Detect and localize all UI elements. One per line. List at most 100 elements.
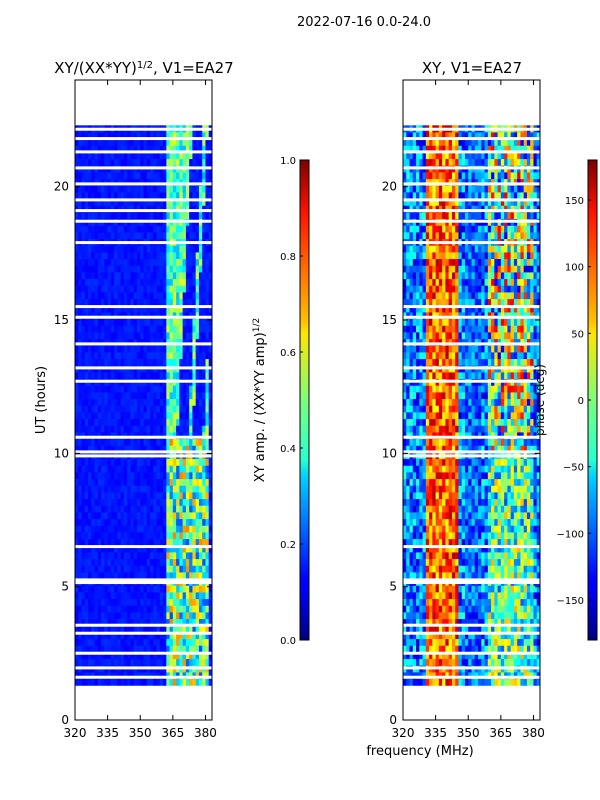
left-heatmap-cell bbox=[208, 392, 213, 400]
left-heatmap-cell bbox=[156, 392, 161, 400]
right-heatmap-cell bbox=[526, 512, 531, 520]
left-heatmap-cell bbox=[78, 338, 82, 346]
left-heatmap-cell bbox=[110, 358, 115, 366]
left-heatmap-cell bbox=[150, 625, 154, 633]
left-heatmap-cell bbox=[179, 652, 184, 660]
left-heatmap-cell bbox=[75, 298, 79, 306]
right-heatmap-cell bbox=[438, 592, 443, 600]
left-heatmap-cell bbox=[189, 552, 193, 560]
left-heatmap-cell bbox=[104, 592, 109, 600]
left-heatmap-cell bbox=[75, 252, 79, 260]
left-heatmap-cell bbox=[136, 265, 141, 273]
left-heatmap-cell bbox=[127, 672, 131, 680]
left-flag-gap bbox=[75, 454, 212, 458]
left-heatmap-cell bbox=[110, 652, 115, 660]
right-heatmap-cell bbox=[419, 672, 423, 680]
right-heatmap-cell bbox=[432, 658, 437, 666]
right-heatmap-cell bbox=[504, 572, 508, 580]
left-heatmap-cell bbox=[123, 438, 128, 446]
left-heatmap-cell bbox=[97, 278, 102, 286]
left-heatmap-cell bbox=[195, 498, 200, 506]
left-heatmap-cell bbox=[202, 545, 206, 553]
right-heatmap-cell bbox=[523, 638, 528, 646]
right-heatmap-cell bbox=[422, 518, 427, 526]
right-heatmap-cell bbox=[422, 598, 427, 606]
left-heatmap-cell bbox=[179, 205, 184, 213]
right-heatmap-cell bbox=[422, 492, 427, 500]
left-heatmap-cell bbox=[133, 585, 138, 593]
right-heatmap-cell bbox=[536, 512, 541, 520]
right-heatmap-cell bbox=[438, 658, 443, 666]
left-heatmap-cell bbox=[81, 465, 86, 473]
left-heatmap-cell bbox=[146, 152, 151, 160]
left-heatmap-cell bbox=[166, 638, 170, 646]
left-heatmap-cell bbox=[163, 145, 167, 153]
left-heatmap-cell bbox=[123, 558, 128, 566]
left-heatmap-cell bbox=[117, 565, 122, 573]
right-heatmap-cell bbox=[455, 465, 459, 473]
left-heatmap-cell bbox=[182, 212, 187, 220]
left-heatmap-cell bbox=[166, 258, 170, 266]
left-heatmap-cell bbox=[110, 138, 115, 146]
right-heatmap-cell bbox=[504, 632, 508, 640]
left-heatmap-cell bbox=[104, 332, 109, 340]
right-heatmap-cell bbox=[432, 465, 437, 473]
left-heatmap-cell bbox=[198, 418, 203, 426]
right-heatmap-cell bbox=[513, 658, 518, 666]
right-heatmap-cell bbox=[432, 552, 437, 560]
right-heatmap-cell bbox=[517, 592, 521, 600]
right-heatmap-cell bbox=[406, 465, 410, 473]
left-heatmap-cell bbox=[205, 412, 210, 420]
right-heatmap-cell bbox=[435, 625, 440, 633]
right-heatmap-cell bbox=[491, 538, 495, 546]
left-heatmap-cell bbox=[182, 505, 187, 513]
left-heatmap-cell bbox=[195, 152, 200, 160]
left-heatmap-cell bbox=[192, 518, 197, 526]
left-heatmap-cell bbox=[182, 298, 187, 306]
right-heatmap-cell bbox=[513, 485, 518, 493]
right-heatmap-cell bbox=[448, 545, 453, 553]
left-heatmap-cell bbox=[172, 385, 177, 393]
left-heatmap-cell bbox=[114, 385, 118, 393]
right-heatmap-cell bbox=[520, 678, 525, 686]
left-heatmap-cell bbox=[176, 352, 180, 360]
left-heatmap-cell bbox=[159, 178, 164, 186]
left-heatmap-cell bbox=[172, 645, 177, 653]
left-heatmap-cell bbox=[163, 232, 167, 240]
left-heatmap-cell bbox=[104, 358, 109, 366]
left-heatmap-cell bbox=[110, 645, 115, 653]
left-heatmap-cell bbox=[127, 265, 131, 273]
left-heatmap-cell bbox=[81, 158, 86, 166]
right-heatmap-cell bbox=[425, 478, 430, 486]
left-heatmap-cell bbox=[101, 412, 105, 420]
left-heatmap-cell bbox=[198, 178, 203, 186]
right-heatmap-cell bbox=[471, 585, 476, 593]
left-heatmap-cell bbox=[195, 492, 200, 500]
right-heatmap-cell bbox=[536, 625, 541, 633]
left-heatmap-cell bbox=[123, 632, 128, 640]
left-heatmap-cell bbox=[169, 205, 174, 213]
left-heatmap-cell bbox=[88, 538, 92, 546]
left-heatmap-cell bbox=[166, 412, 170, 420]
right-heatmap-cell bbox=[520, 538, 525, 546]
right-heatmap-cell bbox=[507, 492, 512, 500]
right-heatmap-cell bbox=[500, 485, 505, 493]
left-heatmap-cell bbox=[117, 272, 122, 280]
left-heatmap-cell bbox=[101, 198, 105, 206]
left-heatmap-cell bbox=[166, 398, 170, 406]
right-heatmap-cell bbox=[507, 552, 512, 560]
left-heatmap-cell bbox=[146, 245, 151, 253]
left-heatmap-cell bbox=[94, 405, 99, 413]
left-heatmap-cell bbox=[185, 565, 190, 573]
right-heatmap-cell bbox=[533, 538, 538, 546]
right-heatmap-cell bbox=[536, 478, 541, 486]
left-heatmap-cell bbox=[94, 505, 99, 513]
right-heatmap-cell bbox=[481, 592, 485, 600]
left-heatmap-cell bbox=[153, 605, 157, 613]
left-heatmap-cell bbox=[84, 445, 89, 453]
left-heatmap-cell bbox=[198, 605, 203, 613]
right-heatmap-cell bbox=[468, 672, 472, 680]
left-heatmap-cell bbox=[107, 245, 112, 253]
left-heatmap-cell bbox=[146, 278, 151, 286]
right-heatmap-cell bbox=[510, 625, 515, 633]
